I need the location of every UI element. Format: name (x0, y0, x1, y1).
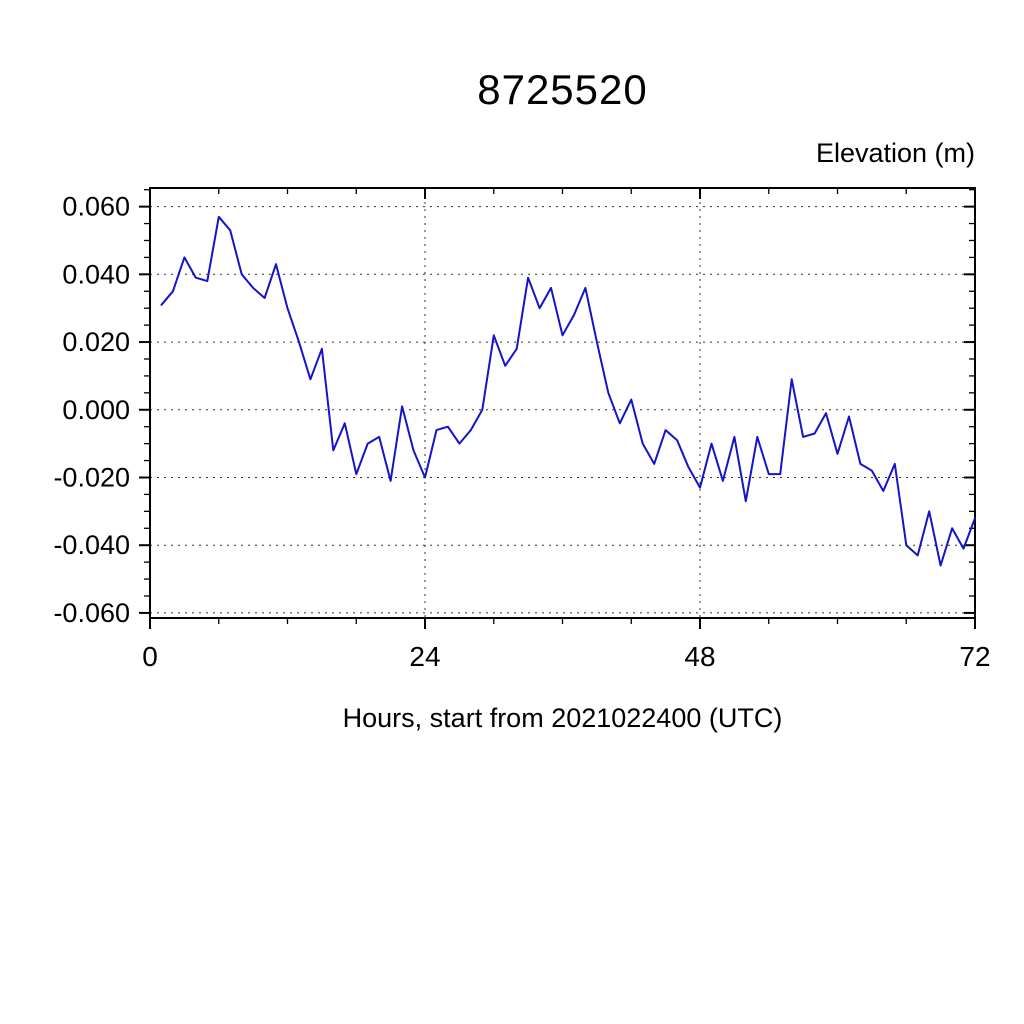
x-tick-label: 48 (684, 641, 715, 672)
x-tick-label: 72 (959, 641, 990, 672)
gridlines (150, 188, 975, 618)
axis-box (149, 187, 976, 619)
x-tick-label: 24 (409, 641, 440, 672)
axis-ticks: 0 24 48 72 0.060 0.040 0.020 0.000 -0.020 -0.040 -… (53, 188, 991, 672)
y-tick-label: -0.060 (53, 598, 130, 628)
y-tick-label: 0.060 (62, 192, 130, 222)
y-tick-label: 0.000 (62, 395, 130, 425)
x-tick-label: 0 (142, 641, 158, 672)
elevation-line (160, 215, 976, 567)
y-tick-label: -0.020 (53, 462, 130, 492)
y-tick-label: -0.040 (53, 530, 130, 560)
y-tick-label: 0.020 (62, 327, 130, 357)
x-axis-title: Hours, start from 2021022400 (UTC) (342, 703, 783, 733)
y-axis-unit-label: Elevation (m) (815, 138, 975, 168)
y-tick-label: 0.040 (62, 259, 130, 289)
chart-title: 8725520 (477, 66, 648, 113)
